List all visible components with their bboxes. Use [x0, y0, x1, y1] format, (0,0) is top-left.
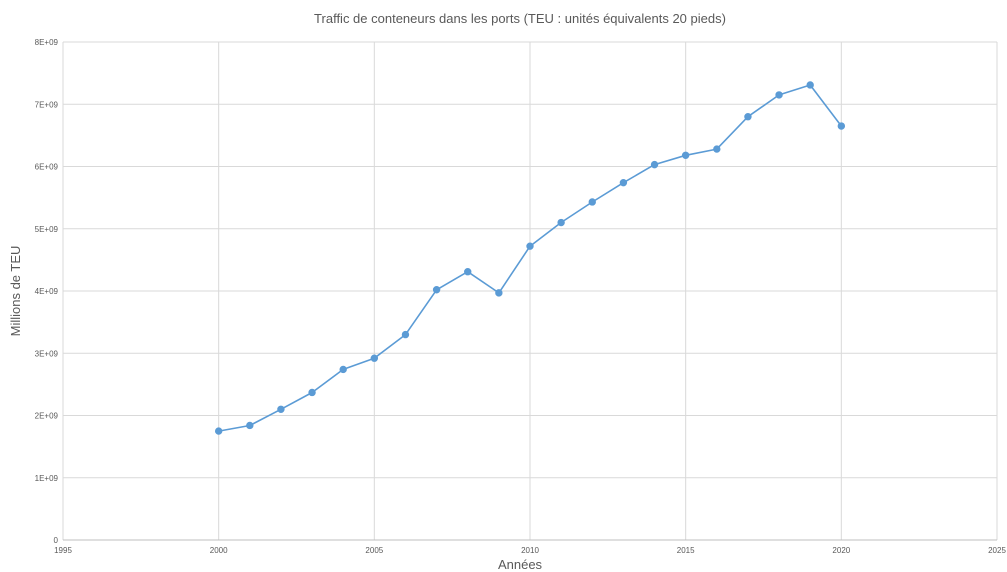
x-tick-label: 2015 — [677, 546, 695, 555]
y-tick-label: 2E+09 — [35, 412, 59, 421]
y-tick-label: 8E+09 — [35, 38, 59, 47]
data-point — [464, 268, 472, 276]
data-point — [526, 242, 534, 250]
y-tick-label: 4E+09 — [35, 287, 59, 296]
y-tick-label: 5E+09 — [35, 225, 59, 234]
x-tick-label: 2005 — [365, 546, 383, 555]
x-tick-label: 2000 — [210, 546, 228, 555]
data-point — [246, 421, 254, 430]
data-point — [650, 160, 659, 169]
x-tick-label: 2010 — [521, 546, 539, 555]
y-tick-label: 3E+09 — [35, 349, 59, 358]
data-point — [619, 178, 628, 187]
data-point — [308, 388, 316, 397]
y-axis-label: Millions de TEU — [8, 246, 23, 337]
data-point — [495, 289, 503, 297]
data-point — [401, 330, 410, 339]
x-axis-label: Années — [498, 557, 543, 572]
data-point — [339, 365, 347, 374]
chart-title: Traffic de conteneurs dans les ports (TE… — [314, 11, 726, 26]
data-point — [370, 354, 379, 362]
data-point — [806, 81, 814, 89]
data-point — [775, 91, 783, 99]
data-point — [681, 151, 690, 159]
x-tick-labels: 1995 2000 2005 2010 2015 2020 2025 — [54, 546, 1006, 555]
y-tick-labels: 0 1E+09 2E+09 3E+09 4E+09 5E+09 6E+09 7E+09 8E+0… — [35, 38, 59, 545]
data-point — [432, 286, 441, 294]
data-point — [214, 427, 223, 435]
x-tick-label: 1995 — [54, 546, 72, 555]
data-point — [837, 122, 846, 130]
data-point — [277, 405, 285, 413]
x-tick-label: 2020 — [832, 546, 850, 555]
y-tick-label: 0 — [54, 536, 59, 545]
data-point — [557, 218, 565, 227]
data-point — [744, 113, 752, 121]
y-tick-label: 6E+09 — [35, 163, 59, 172]
series-group — [214, 81, 846, 435]
data-point — [588, 198, 596, 206]
y-gridlines — [63, 41, 997, 479]
data-point — [713, 145, 721, 153]
y-tick-label: 7E+09 — [35, 100, 59, 109]
x-tick-label: 2025 — [988, 546, 1006, 555]
y-tick-label: 1E+09 — [35, 474, 59, 483]
